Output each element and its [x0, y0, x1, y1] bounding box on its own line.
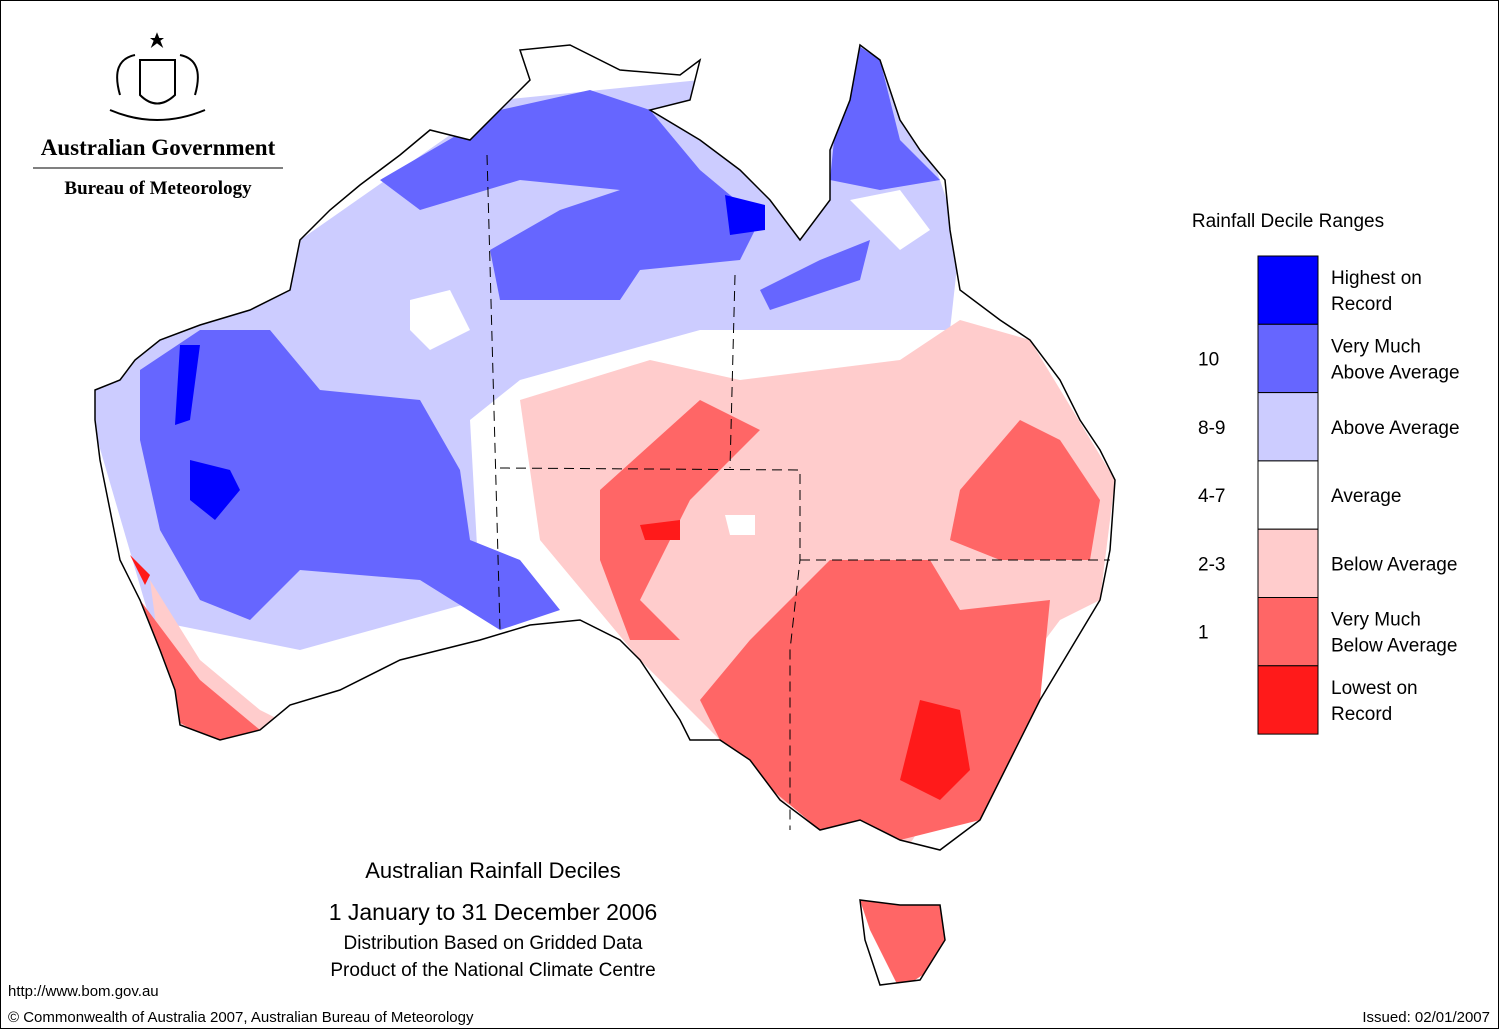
legend-label: Highest on	[1331, 268, 1422, 289]
legend-label: Record	[1331, 294, 1392, 315]
legend-decile: 4-7	[1198, 486, 1225, 507]
issued: Issued: 02/01/2007	[1362, 1009, 1490, 1026]
legend-decile: 1	[1198, 623, 1209, 644]
coat-of-arms	[109, 32, 206, 121]
legend-decile: 8-9	[1198, 418, 1225, 439]
legend-label: Lowest on	[1331, 678, 1418, 699]
legend-label: Above Average	[1331, 418, 1460, 439]
map-caption: Australian Rainfall Deciles 1 January to…	[329, 858, 658, 981]
legend-swatch	[1257, 392, 1319, 462]
legend-swatch	[1257, 597, 1319, 667]
legend-swatch	[1257, 323, 1319, 394]
legend-label: Below Average	[1331, 636, 1457, 657]
map-title: Australian Rainfall Deciles	[365, 858, 621, 883]
legend-label: Very Much	[1331, 336, 1421, 357]
legend-label: Very Much	[1331, 610, 1421, 631]
bureau: Bureau of Meteorology	[64, 178, 252, 199]
legend-swatch	[1257, 528, 1319, 599]
state-borders	[486, 154, 1110, 830]
legend-label: Record	[1331, 704, 1392, 725]
map-note: Distribution Based on Gridded Data	[344, 933, 643, 954]
map-period: 1 January to 31 December 2006	[329, 899, 658, 925]
legend-swatch	[1257, 255, 1319, 325]
legend: Highest on Record Very Much Above Average 10…	[1198, 255, 1460, 735]
legend-swatch	[1257, 665, 1319, 735]
legend-label: Average	[1331, 486, 1401, 507]
url: http://www.bom.gov.au	[8, 983, 159, 1000]
map-note: Product of the National Climate Centre	[330, 960, 655, 981]
legend-title: Rainfall Decile Ranges	[1192, 211, 1384, 232]
legend-label: Below Average	[1331, 554, 1457, 575]
legend-decile: 10	[1198, 349, 1219, 370]
government: Australian Government	[41, 135, 276, 160]
legend-swatch	[1257, 460, 1319, 530]
copyright: © Commonwealth of Australia 2007, Austra…	[8, 1009, 474, 1026]
legend-label: Above Average	[1331, 362, 1460, 383]
legend-decile: 2-3	[1198, 554, 1225, 575]
